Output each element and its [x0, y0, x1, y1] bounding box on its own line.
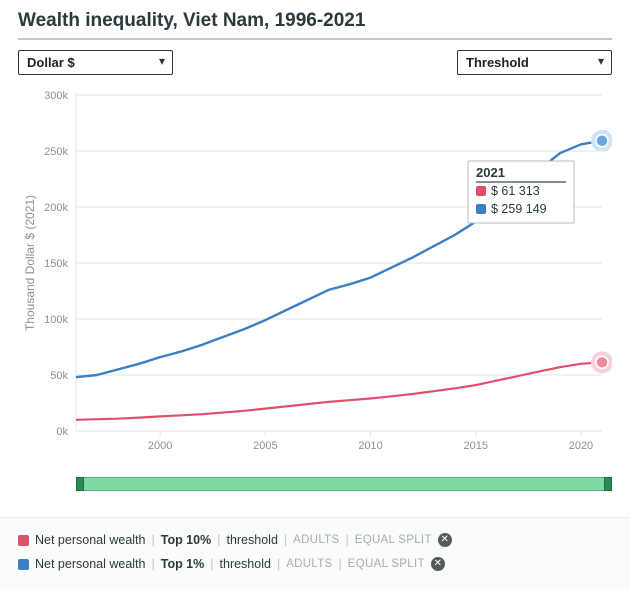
svg-text:150k: 150k — [44, 258, 68, 270]
svg-text:2010: 2010 — [358, 440, 382, 452]
svg-text:50k: 50k — [50, 370, 68, 382]
svg-text:300k: 300k — [44, 90, 68, 102]
legend-row: Net personal wealth|Top 1%|threshold|ADU… — [18, 552, 612, 576]
chart-title: Wealth inequality, Viet Nam, 1996-2021 — [18, 10, 612, 40]
legend-text: Net personal wealth — [35, 557, 145, 571]
svg-text:2000: 2000 — [148, 440, 172, 452]
marker-top10 — [596, 356, 608, 368]
slider-handle-right[interactable] — [604, 477, 612, 491]
slider-handle-left[interactable] — [76, 477, 84, 491]
svg-text:200k: 200k — [44, 202, 68, 214]
svg-text:$ 61 313: $ 61 313 — [491, 184, 540, 198]
chart-area: 0k 50k 100k 150k 200k 250k 300k 2000 2005 2010 201… — [18, 83, 612, 491]
time-slider[interactable] — [76, 477, 612, 491]
svg-text:$ 259 149: $ 259 149 — [491, 202, 547, 216]
legend-text: Net personal wealth — [35, 533, 145, 547]
legend-remove-icon[interactable]: ✕ — [431, 557, 445, 571]
svg-text:0k: 0k — [56, 426, 68, 438]
svg-text:2005: 2005 — [253, 440, 277, 452]
series-top10 — [76, 362, 602, 420]
svg-text:Thousand Dollar $ (2021): Thousand Dollar $ (2021) — [23, 195, 37, 331]
svg-text:100k: 100k — [44, 314, 68, 326]
legend: Net personal wealth|Top 10%|threshold|AD… — [0, 517, 630, 590]
svg-text:250k: 250k — [44, 146, 68, 158]
line-chart: 0k 50k 100k 150k 200k 250k 300k 2000 2005 2010 201… — [18, 83, 612, 468]
metric-select[interactable]: Threshold — [457, 50, 612, 75]
legend-remove-icon[interactable]: ✕ — [438, 533, 452, 547]
svg-text:2021: 2021 — [476, 165, 505, 180]
marker-top1 — [596, 135, 608, 147]
svg-text:2020: 2020 — [569, 440, 593, 452]
svg-text:2015: 2015 — [464, 440, 488, 452]
legend-swatch — [18, 559, 29, 570]
legend-swatch — [18, 535, 29, 546]
legend-row: Net personal wealth|Top 10%|threshold|AD… — [18, 528, 612, 552]
currency-select[interactable]: Dollar $ — [18, 50, 173, 75]
tooltip: 2021 $ 61 313 $ 259 149 — [468, 161, 574, 223]
controls-row: Dollar $ Threshold — [18, 50, 612, 75]
